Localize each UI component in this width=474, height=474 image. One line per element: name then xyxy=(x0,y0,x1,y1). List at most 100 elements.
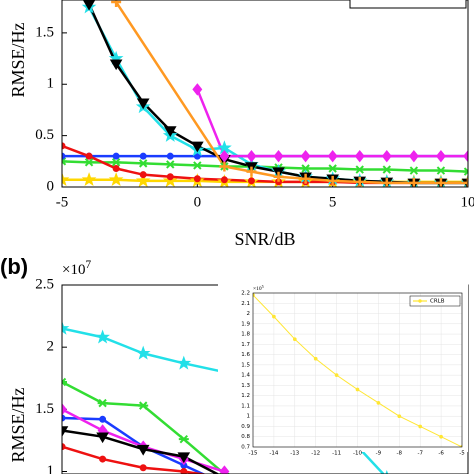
y-tick-label: 1.8 xyxy=(241,332,250,338)
marker xyxy=(219,161,230,172)
x-axis-label: SNR/dB xyxy=(234,229,295,249)
series-line xyxy=(62,144,468,185)
x-tick-label: -15 xyxy=(249,451,258,457)
marker xyxy=(334,373,339,377)
marker xyxy=(300,149,311,163)
marker xyxy=(81,172,97,187)
x-tick-label: -10 xyxy=(353,451,362,457)
marker xyxy=(139,464,147,472)
marker xyxy=(327,149,338,163)
marker xyxy=(62,443,66,451)
marker xyxy=(191,141,204,153)
legend-box xyxy=(409,295,461,307)
y-tick-label: 2.5 xyxy=(35,276,54,292)
multiplier-exponent: 5 xyxy=(262,284,264,289)
marker xyxy=(192,161,203,170)
marker xyxy=(381,165,392,174)
x-tick-label: 0 xyxy=(194,194,202,210)
marker xyxy=(354,165,365,174)
marker xyxy=(135,345,151,360)
y-axis-label: RMSE/Hz xyxy=(8,22,28,97)
marker xyxy=(463,149,468,163)
marker xyxy=(219,465,230,474)
marker xyxy=(193,152,201,160)
y-tick-label: 0.9 xyxy=(241,424,250,430)
y-tick-label: 1.6 xyxy=(241,352,250,358)
marker xyxy=(62,172,70,187)
marker xyxy=(96,432,109,444)
marker xyxy=(177,452,191,464)
panel-label: (b) xyxy=(0,254,28,279)
axes-box xyxy=(61,0,469,188)
marker xyxy=(84,158,95,167)
x-tick-label: -11 xyxy=(332,451,341,457)
marker xyxy=(62,320,70,335)
y-tick-label: 1.2 xyxy=(241,393,250,399)
marker xyxy=(99,455,107,463)
marker xyxy=(246,166,257,177)
x-tick-label: -14 xyxy=(269,451,278,457)
marker xyxy=(381,177,392,187)
marker xyxy=(139,152,147,160)
marker xyxy=(112,152,120,160)
marker xyxy=(435,166,446,175)
marker xyxy=(162,173,178,187)
marker xyxy=(99,415,107,423)
marker xyxy=(176,355,192,370)
y-tick-label: 2 xyxy=(247,311,251,317)
marker xyxy=(313,356,318,361)
marker xyxy=(82,0,96,11)
marker xyxy=(376,401,381,405)
x-tick-label: -8 xyxy=(397,451,403,457)
marker xyxy=(354,149,365,163)
marker xyxy=(435,177,446,187)
series-line xyxy=(62,380,226,474)
marker xyxy=(166,173,174,181)
y-tick-label: 1.4 xyxy=(241,373,250,379)
marker xyxy=(300,164,311,173)
x-tick-label: -6 xyxy=(438,451,444,457)
marker xyxy=(355,387,360,392)
marker xyxy=(62,142,66,150)
axis-multiplier: ×107 xyxy=(62,259,91,279)
marker xyxy=(193,175,201,183)
y-tick-label: 2.1 xyxy=(241,301,250,307)
marker xyxy=(180,468,188,474)
marker xyxy=(62,152,66,160)
marker xyxy=(163,126,177,137)
y-tick-label: 1.5 xyxy=(241,362,250,368)
marker xyxy=(97,398,108,408)
marker xyxy=(435,149,446,163)
y-tick-label: 1.5 xyxy=(35,24,54,40)
marker xyxy=(408,177,419,187)
y-tick-label: 1.5 xyxy=(35,401,54,417)
marker xyxy=(62,403,67,416)
marker xyxy=(166,152,174,160)
legend-label: CRLB xyxy=(430,299,445,305)
marker xyxy=(439,434,443,439)
marker xyxy=(292,337,297,342)
y-axis-label: RMSE/Hz xyxy=(8,387,28,462)
y-tick-label: 0.5 xyxy=(35,127,54,143)
marker xyxy=(139,171,147,179)
legend-box xyxy=(349,0,467,9)
marker xyxy=(62,377,67,387)
plot-area xyxy=(62,0,468,187)
y-tick-label: 2.2 xyxy=(241,291,250,297)
y-tick-label: 0.8 xyxy=(241,434,250,440)
marker xyxy=(136,98,150,110)
marker xyxy=(62,426,69,437)
marker xyxy=(418,424,423,429)
y-tick-label: 1 xyxy=(247,414,251,420)
marker xyxy=(354,176,365,187)
marker xyxy=(300,173,311,184)
marker xyxy=(273,149,284,163)
marker xyxy=(397,414,402,419)
marker xyxy=(136,444,150,456)
multiplier-exponent: 7 xyxy=(85,259,91,271)
marker xyxy=(247,177,255,185)
marker xyxy=(408,166,419,175)
marker xyxy=(135,173,151,187)
y-tick-label: 1.7 xyxy=(241,342,250,348)
x-tick-label: -9 xyxy=(376,451,382,457)
